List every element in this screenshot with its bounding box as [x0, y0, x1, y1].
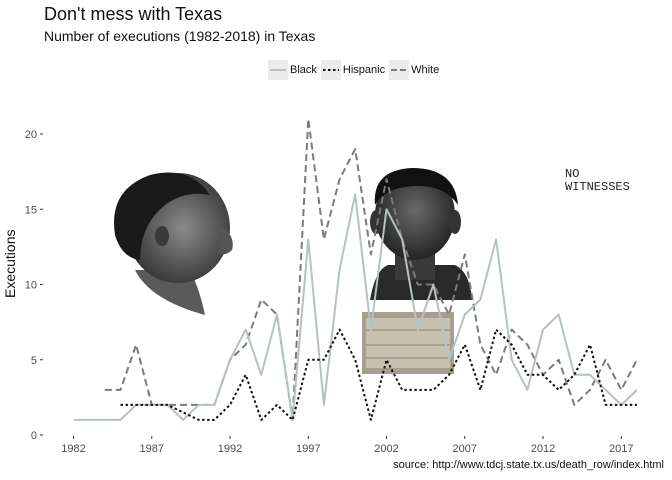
chart-title: Don't mess with Texas: [44, 4, 223, 24]
mugshot-front-image: [362, 168, 472, 374]
x-tick-label: 1987: [140, 443, 164, 455]
legend-label-hispanic: Hispanic: [342, 64, 386, 76]
legend-key-black: [268, 60, 288, 80]
legend-item-white: White: [389, 60, 439, 80]
y-tick-label: 15: [25, 204, 37, 216]
legend-item-black: Black: [268, 60, 317, 80]
y-tick-label: 20: [25, 129, 37, 141]
x-tick-label: 2002: [374, 443, 398, 455]
series-layer: [73, 117, 638, 421]
legend-key-white: [389, 60, 410, 80]
mugshot-profile-image: [114, 172, 233, 315]
x-tick-label: 1992: [218, 443, 242, 455]
chart-subtitle: Number of executions (1982-2018) in Texa…: [44, 28, 316, 44]
stamp-line-2: WITNESSES: [565, 180, 630, 194]
x-tick-label: 2012: [531, 443, 555, 455]
legend-label-black: Black: [290, 64, 317, 76]
stamp-line-1: NO: [565, 167, 579, 181]
series-line-white: [104, 117, 638, 421]
series-line-hispanic: [120, 328, 637, 421]
axes: 0 5 10 15 20 1982 1987 1992 1997 2002 2007 2012 2017: [25, 129, 634, 455]
legend-item-hispanic: Hispanic: [320, 60, 386, 80]
legend: Black Hispanic White: [268, 60, 443, 80]
no-witnesses-stamp: NO WITNESSES: [565, 167, 630, 194]
x-tick-label: 1997: [296, 443, 320, 455]
x-tick-label: 2007: [453, 443, 477, 455]
x-tick-label: 1982: [61, 443, 85, 455]
legend-key-hispanic: [320, 60, 341, 80]
y-tick-label: 5: [31, 355, 37, 367]
legend-label-white: White: [411, 64, 440, 76]
y-tick-label: 10: [25, 280, 37, 292]
x-tick-label: 2017: [609, 443, 633, 455]
source-caption: source: http://www.tdcj.state.tx.us/deat…: [393, 459, 664, 471]
y-tick-label: 0: [31, 430, 37, 442]
